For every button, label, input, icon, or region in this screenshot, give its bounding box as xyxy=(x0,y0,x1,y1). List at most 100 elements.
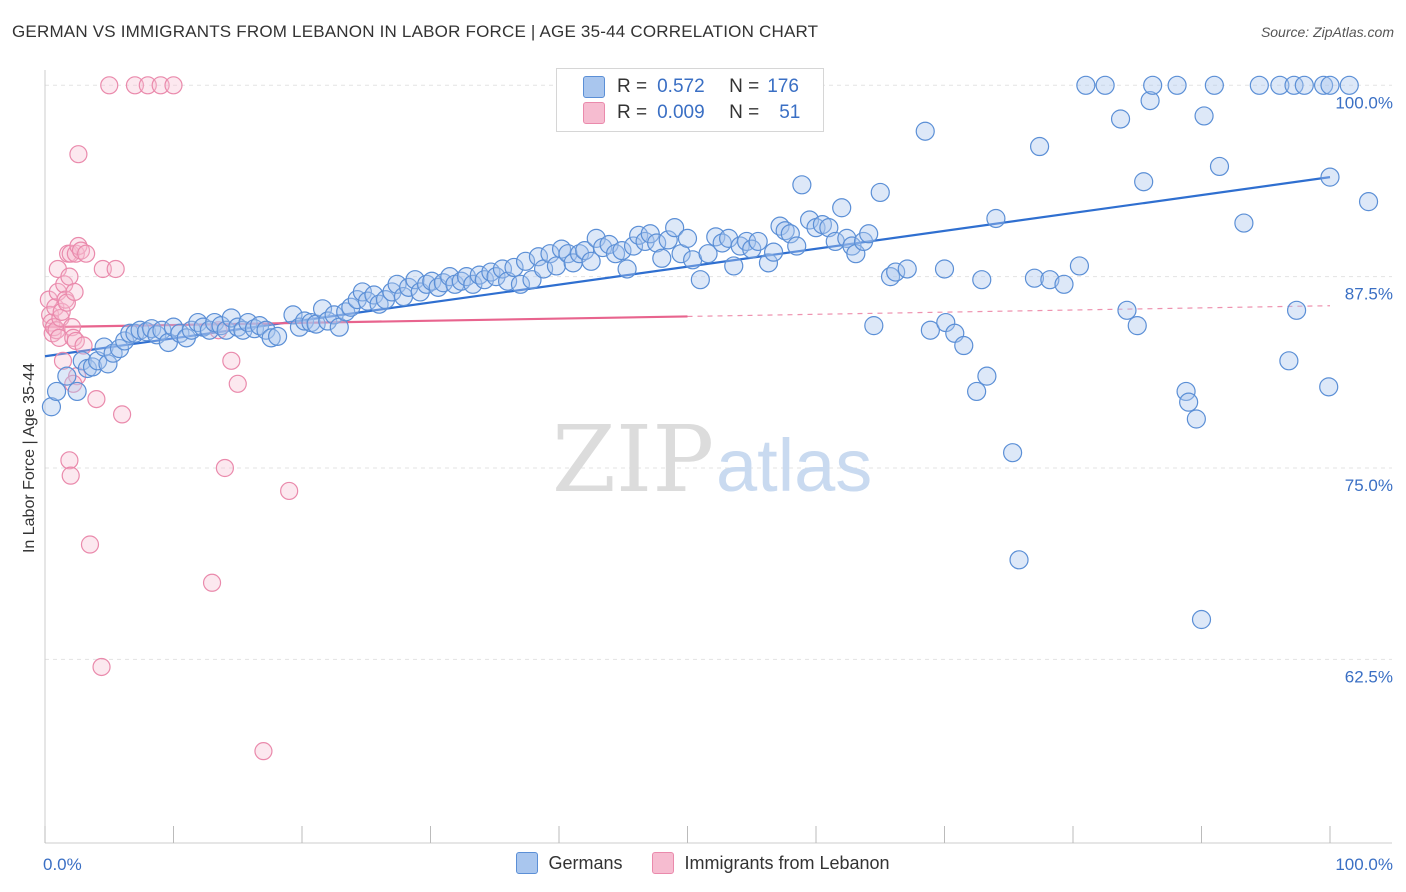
lebanon-trend-line-dashed xyxy=(687,305,1331,318)
german-point xyxy=(612,241,632,261)
german-point xyxy=(915,121,935,141)
lebanon-point xyxy=(202,573,222,592)
lebanon-point xyxy=(138,76,157,95)
german-point xyxy=(897,259,917,279)
stats-legend-row-lebanon: R = 0.009 N = 51 xyxy=(583,101,800,125)
german-point xyxy=(1209,156,1230,177)
lebanon-point xyxy=(60,267,79,286)
german-point xyxy=(934,259,955,279)
n-label: N = xyxy=(729,102,760,123)
lebanon-point xyxy=(60,451,79,470)
german-point xyxy=(1191,609,1212,630)
german-point xyxy=(1204,75,1224,95)
lebanon-point xyxy=(61,244,80,263)
german-point xyxy=(623,236,644,256)
german-point xyxy=(558,244,578,264)
lebanon-point xyxy=(92,657,111,677)
german-point xyxy=(1009,550,1029,570)
german-point xyxy=(216,320,236,340)
german-point xyxy=(1320,167,1340,187)
lebanon-point xyxy=(112,405,132,424)
german-point xyxy=(387,274,407,294)
german-point xyxy=(972,270,992,290)
german-point xyxy=(1234,213,1254,233)
data-points xyxy=(39,75,1379,761)
german-point xyxy=(647,233,667,253)
german-point xyxy=(658,230,678,250)
german-point xyxy=(46,381,67,402)
german-point xyxy=(977,366,997,386)
german-point xyxy=(832,198,852,218)
german-point xyxy=(1076,75,1096,95)
lebanon-point xyxy=(61,466,80,485)
lebanon-point xyxy=(46,298,65,317)
chart-source: Source: ZipAtlas.com xyxy=(1260,24,1394,40)
series-legend: Germans Immigrants from Lebanon xyxy=(0,852,1406,874)
lebanon-point xyxy=(87,389,106,409)
y-tick-label: 100.0% xyxy=(1335,93,1393,112)
german-point xyxy=(341,297,361,317)
german-point xyxy=(1270,75,1290,95)
german-point xyxy=(1320,75,1340,95)
german-point xyxy=(775,221,795,241)
german-point xyxy=(504,257,524,278)
r-label: R = xyxy=(617,102,648,123)
german-point xyxy=(1095,75,1115,95)
german-point xyxy=(228,317,248,337)
german-point xyxy=(1167,75,1187,95)
german-point xyxy=(515,251,536,271)
lebanon-point xyxy=(74,336,93,355)
lebanon-point xyxy=(280,481,299,501)
german-point xyxy=(1127,316,1147,336)
lebanon-point xyxy=(215,458,234,478)
german-point xyxy=(967,381,987,402)
german-point xyxy=(665,218,685,238)
german-point xyxy=(1040,270,1060,290)
german-point xyxy=(787,236,807,256)
german-point xyxy=(41,397,62,417)
german-point xyxy=(1294,75,1314,95)
german-point xyxy=(763,242,784,262)
y-tick-label: 87.5% xyxy=(1345,285,1393,304)
german-point xyxy=(1319,377,1339,397)
lebanon-point xyxy=(228,374,247,393)
n-label: N = xyxy=(729,76,760,97)
german-point xyxy=(1143,75,1163,95)
german-point xyxy=(1054,274,1074,294)
lebanon-point xyxy=(65,282,84,302)
lebanon-point xyxy=(71,241,91,260)
german-point xyxy=(405,270,425,290)
german-point xyxy=(1313,75,1334,95)
stats-legend: R = 0.572 N = 176 R = 0.009 N = 51 xyxy=(556,68,824,132)
german-point xyxy=(528,247,549,267)
german-point xyxy=(324,305,344,325)
german-point xyxy=(142,319,162,339)
german-point xyxy=(1069,256,1090,276)
german-point xyxy=(954,335,974,356)
german-point xyxy=(742,239,762,259)
german-point xyxy=(57,366,77,386)
german-point xyxy=(792,175,812,195)
german-point xyxy=(486,267,506,287)
german-point xyxy=(724,256,744,276)
german-point xyxy=(1186,409,1206,429)
german-point xyxy=(1339,75,1359,95)
german-point xyxy=(283,305,303,325)
german-point xyxy=(352,282,372,302)
x-tick-label: 100.0% xyxy=(1335,855,1393,874)
watermark: ZIP atlas xyxy=(552,406,872,513)
german-point xyxy=(920,320,940,340)
german-point xyxy=(799,210,820,230)
gridlines xyxy=(45,84,1392,660)
german-point xyxy=(1179,392,1199,412)
german-point xyxy=(870,182,890,203)
german-point xyxy=(1029,136,1050,157)
lebanon-point xyxy=(77,244,96,263)
y-tick-label: 75.0% xyxy=(1345,476,1393,495)
german-point xyxy=(267,326,288,346)
german-point xyxy=(417,274,437,294)
lebanon-point xyxy=(69,145,88,164)
r-value: 0.572 xyxy=(657,76,705,97)
german-point xyxy=(1117,300,1137,320)
lebanon-legend-swatch xyxy=(652,852,675,874)
